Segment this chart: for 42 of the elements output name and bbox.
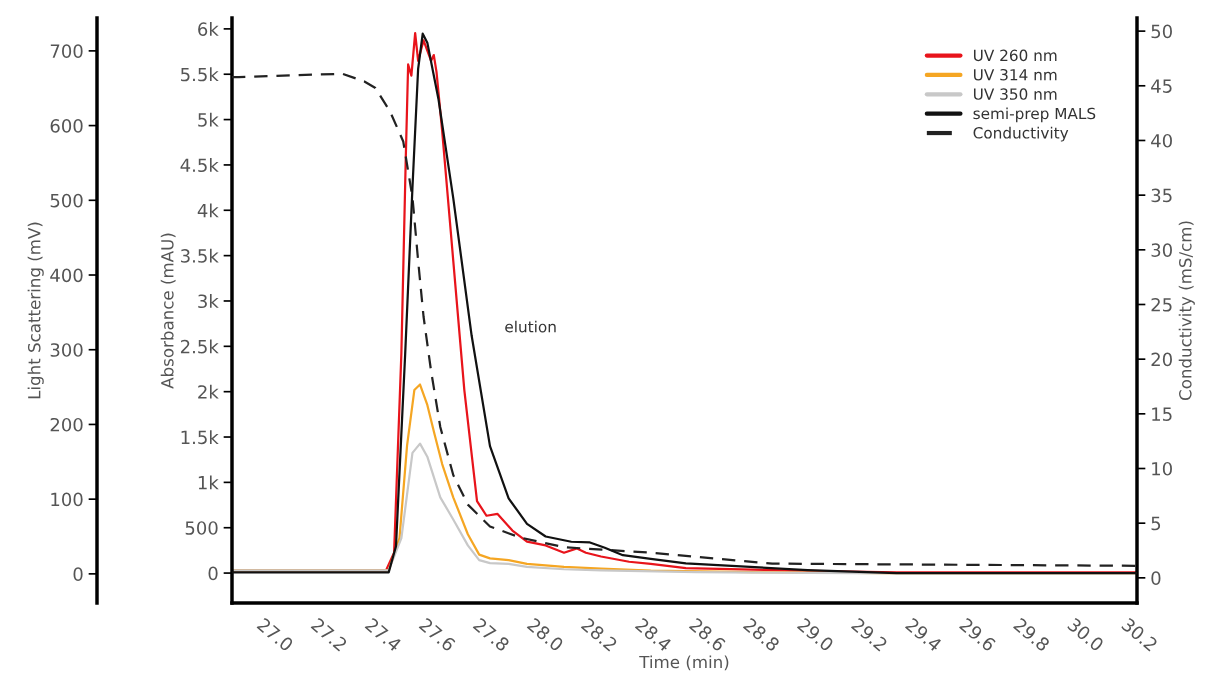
y2-tick-label: 0 — [1151, 571, 1161, 585]
y3-tick-label: 0 — [73, 567, 83, 581]
y2-tick-label: 15 — [1152, 407, 1172, 421]
legend-label: Conductivity — [973, 126, 1069, 142]
y-tick-label: 4.5k — [180, 158, 219, 173]
y2-tick-label: 20 — [1151, 352, 1172, 367]
y2-axis-title: Conductivity (mS/cm) — [1178, 221, 1195, 401]
legend-label: semi-prep MALS — [973, 107, 1096, 123]
y3-tick-label: 500 — [50, 193, 83, 208]
y-tick-label: 3.5k — [181, 248, 219, 263]
y-tick-label: 2k — [198, 384, 219, 399]
y2-tick-label: 25 — [1151, 297, 1172, 312]
y2-tick-label: 5 — [1151, 516, 1161, 531]
y2-tick-label: 30 — [1151, 243, 1172, 257]
y-tick-label: 4k — [197, 203, 219, 218]
y3-tick-label: 400 — [50, 268, 83, 283]
y3-tick-label: 200 — [50, 417, 83, 432]
y3-tick-label: 600 — [50, 119, 83, 133]
annotation: elution — [505, 320, 556, 333]
legend-label: UV 260 nm — [973, 49, 1057, 62]
y2-tick-label: 45 — [1151, 79, 1172, 93]
y-tick-label: 3k — [198, 294, 219, 309]
y3-tick-label: 100 — [51, 492, 83, 507]
y-tick-label: 1k — [198, 475, 219, 490]
y-axis-title: Absorbance (mAU) — [160, 233, 176, 389]
legend-label: UV 314 nm — [973, 68, 1057, 81]
y-tick-label: 0 — [208, 566, 218, 581]
y2-tick-label: 35 — [1151, 188, 1172, 203]
y3-tick-label: 300 — [50, 343, 83, 357]
y2-tick-label: 10 — [1152, 461, 1172, 476]
legend-label: UV 350 nm — [973, 88, 1057, 100]
y-tick-label: 2.5k — [180, 339, 219, 354]
y2-tick-label: 50 — [1151, 24, 1172, 39]
y-tick-label: 5k — [198, 112, 219, 127]
y-tick-label: 6k — [198, 22, 219, 36]
y-tick-label: 500 — [185, 521, 218, 535]
y2-tick-label: 40 — [1151, 133, 1172, 148]
y-tick-label: 1.5k — [181, 430, 219, 445]
y3-tick-label: 700 — [50, 44, 83, 58]
y-tick-label: 5.5k — [181, 67, 219, 82]
x-axis-title: Time (min) — [639, 655, 729, 671]
y3-axis-title: Light Scattering (mV) — [27, 222, 44, 399]
